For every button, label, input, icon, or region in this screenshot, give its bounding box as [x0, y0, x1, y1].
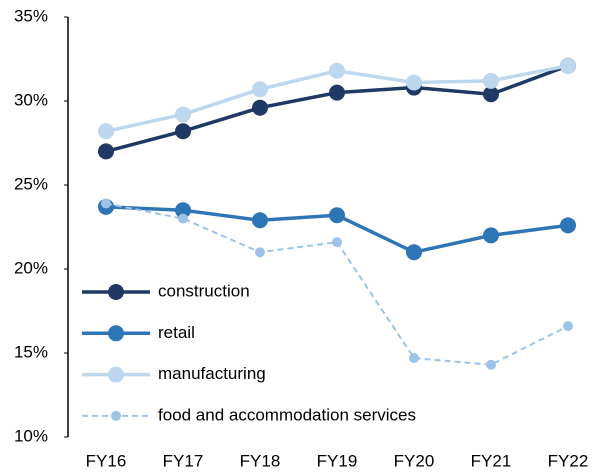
- x-tick-label: FY17: [163, 451, 204, 470]
- y-tick-label: 15%: [14, 342, 48, 361]
- data-point: [252, 99, 268, 116]
- data-point: [486, 359, 496, 370]
- legend-label: manufacturing: [158, 364, 266, 383]
- y-tick-label: 10%: [14, 426, 48, 445]
- legend-marker: [108, 325, 124, 342]
- data-point: [329, 84, 345, 101]
- data-point: [329, 62, 345, 79]
- data-point: [563, 321, 573, 332]
- y-tick-label: 30%: [14, 90, 48, 109]
- data-point: [175, 106, 191, 123]
- data-point: [329, 207, 345, 224]
- data-point: [483, 227, 499, 244]
- legend-label: construction: [158, 281, 250, 300]
- data-point: [332, 237, 342, 248]
- legend-marker: [108, 284, 124, 300]
- x-tick-label: FY20: [394, 451, 435, 470]
- y-tick-label: 35%: [14, 6, 48, 25]
- data-point: [483, 72, 499, 89]
- data-point: [255, 247, 265, 258]
- x-tick-label: FY16: [86, 451, 127, 470]
- data-point: [175, 202, 191, 219]
- data-point: [560, 217, 576, 234]
- x-tick-label: FY21: [471, 451, 512, 470]
- data-point: [560, 57, 576, 74]
- data-point: [178, 213, 188, 224]
- data-point: [252, 212, 268, 229]
- legend-label: retail: [158, 323, 195, 342]
- legend-marker: [108, 366, 124, 383]
- x-tick-label: FY22: [548, 451, 589, 470]
- x-tick-label: FY19: [317, 451, 358, 470]
- data-point: [406, 244, 422, 261]
- data-point: [406, 74, 422, 91]
- data-point: [409, 353, 419, 364]
- data-point: [483, 86, 499, 103]
- y-tick-label: 20%: [14, 258, 48, 277]
- data-point: [175, 123, 191, 140]
- data-point: [252, 81, 268, 98]
- data-point: [98, 143, 114, 160]
- legend-marker: [111, 410, 121, 421]
- data-point: [98, 123, 114, 140]
- data-point: [101, 198, 111, 209]
- y-tick-label: 25%: [14, 174, 48, 193]
- x-tick-label: FY18: [240, 451, 281, 470]
- legend-label: food and accommodation services: [158, 405, 416, 424]
